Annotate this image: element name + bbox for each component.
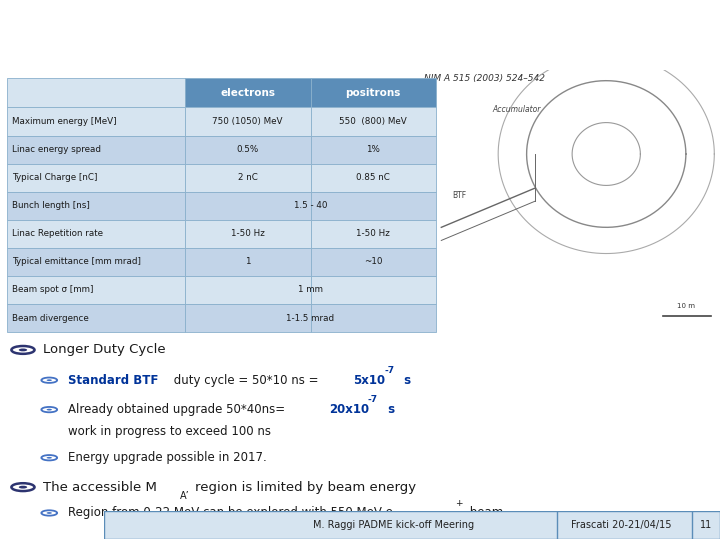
FancyBboxPatch shape xyxy=(310,164,436,192)
Text: Beam spot σ [mm]: Beam spot σ [mm] xyxy=(12,286,94,294)
Text: 0.5%: 0.5% xyxy=(237,145,259,154)
Text: A’: A’ xyxy=(179,491,189,501)
Text: BTF: BTF xyxy=(453,191,467,200)
Text: Standard BTF: Standard BTF xyxy=(68,374,158,387)
Text: Beam divergence: Beam divergence xyxy=(12,314,89,322)
Circle shape xyxy=(47,457,52,458)
FancyBboxPatch shape xyxy=(7,107,185,136)
Text: 10 m: 10 m xyxy=(677,302,695,308)
FancyBboxPatch shape xyxy=(104,511,720,539)
Text: Maximum energy [MeV]: Maximum energy [MeV] xyxy=(12,117,117,126)
FancyBboxPatch shape xyxy=(310,276,436,304)
Text: Typical Charge [nC]: Typical Charge [nC] xyxy=(12,173,98,182)
Text: The accessible M: The accessible M xyxy=(43,481,157,494)
FancyBboxPatch shape xyxy=(7,220,185,248)
Text: work in progress to exceed 100 ns: work in progress to exceed 100 ns xyxy=(68,426,271,438)
Text: 1-50 Hz: 1-50 Hz xyxy=(356,230,390,238)
FancyBboxPatch shape xyxy=(185,107,310,136)
Circle shape xyxy=(19,348,27,352)
Text: Longer Duty Cycle: Longer Duty Cycle xyxy=(43,343,166,356)
Text: region is limited by beam energy: region is limited by beam energy xyxy=(195,481,416,494)
FancyBboxPatch shape xyxy=(7,248,185,276)
Circle shape xyxy=(47,409,52,410)
Text: NIM A 515 (2003) 524–542: NIM A 515 (2003) 524–542 xyxy=(423,74,544,83)
Text: 1-50 Hz: 1-50 Hz xyxy=(231,230,265,238)
Circle shape xyxy=(41,407,57,413)
FancyBboxPatch shape xyxy=(7,304,185,332)
FancyBboxPatch shape xyxy=(185,304,310,332)
FancyBboxPatch shape xyxy=(310,78,436,107)
FancyBboxPatch shape xyxy=(185,136,310,164)
Text: Energy upgrade possible in 2017.: Energy upgrade possible in 2017. xyxy=(68,451,266,464)
Text: Bunch length [ns]: Bunch length [ns] xyxy=(12,201,90,210)
FancyBboxPatch shape xyxy=(310,136,436,164)
Circle shape xyxy=(41,455,57,461)
Text: 750 (1050) MeV: 750 (1050) MeV xyxy=(212,117,283,126)
FancyBboxPatch shape xyxy=(7,136,185,164)
Text: electrons: electrons xyxy=(220,88,275,98)
FancyBboxPatch shape xyxy=(7,78,185,107)
FancyBboxPatch shape xyxy=(185,192,310,220)
FancyBboxPatch shape xyxy=(185,164,310,192)
FancyBboxPatch shape xyxy=(185,248,310,276)
Text: beam: beam xyxy=(466,507,503,519)
FancyBboxPatch shape xyxy=(7,192,185,220)
Text: 550  (800) MeV: 550 (800) MeV xyxy=(339,117,407,126)
FancyBboxPatch shape xyxy=(310,304,436,332)
FancyBboxPatch shape xyxy=(310,248,436,276)
Circle shape xyxy=(19,485,27,489)
Text: Linac energy spread: Linac energy spread xyxy=(12,145,102,154)
Text: Region from 0-22 MeV can be explored with 550 MeV e: Region from 0-22 MeV can be explored wit… xyxy=(68,507,392,519)
Text: M. Raggi PADME kick-off Meering: M. Raggi PADME kick-off Meering xyxy=(313,520,474,530)
Circle shape xyxy=(41,510,57,516)
Text: -7: -7 xyxy=(384,366,395,375)
Circle shape xyxy=(12,483,35,491)
Text: duty cycle = 50*10 ns =: duty cycle = 50*10 ns = xyxy=(170,374,323,387)
Circle shape xyxy=(47,379,52,381)
Text: 20x10: 20x10 xyxy=(329,403,369,416)
FancyBboxPatch shape xyxy=(185,220,310,248)
FancyBboxPatch shape xyxy=(7,164,185,192)
FancyBboxPatch shape xyxy=(185,78,310,107)
Text: Frascati 20-21/04/15: Frascati 20-21/04/15 xyxy=(571,520,672,530)
Text: -7: -7 xyxy=(368,395,378,404)
Text: s: s xyxy=(400,374,411,387)
Text: 1.5 - 40: 1.5 - 40 xyxy=(294,201,327,210)
FancyBboxPatch shape xyxy=(310,220,436,248)
Circle shape xyxy=(47,512,52,514)
Text: 0.85 nC: 0.85 nC xyxy=(356,173,390,182)
Text: 11: 11 xyxy=(701,520,713,530)
FancyBboxPatch shape xyxy=(310,192,436,220)
FancyBboxPatch shape xyxy=(310,107,436,136)
Text: 1 mm: 1 mm xyxy=(298,286,323,294)
Circle shape xyxy=(41,377,57,383)
Text: Already obtained upgrade 50*40ns=: Already obtained upgrade 50*40ns= xyxy=(68,403,289,416)
Text: 2 nC: 2 nC xyxy=(238,173,258,182)
Text: DAΦNE Beam Test Facility (BTF): DAΦNE Beam Test Facility (BTF) xyxy=(61,18,659,52)
Text: ~10: ~10 xyxy=(364,258,382,266)
Text: Typical emittance [mm mrad]: Typical emittance [mm mrad] xyxy=(12,258,141,266)
Text: 5x10: 5x10 xyxy=(353,374,385,387)
Text: positrons: positrons xyxy=(346,88,401,98)
Text: +: + xyxy=(455,498,462,508)
Circle shape xyxy=(12,346,35,354)
Text: Linac Repetition rate: Linac Repetition rate xyxy=(12,230,104,238)
FancyBboxPatch shape xyxy=(7,276,185,304)
Text: 1-1.5 mrad: 1-1.5 mrad xyxy=(287,314,334,322)
FancyBboxPatch shape xyxy=(185,276,310,304)
Text: Accumulator: Accumulator xyxy=(492,105,541,114)
Text: 1%: 1% xyxy=(366,145,380,154)
Text: 1: 1 xyxy=(245,258,251,266)
Text: s: s xyxy=(384,403,395,416)
